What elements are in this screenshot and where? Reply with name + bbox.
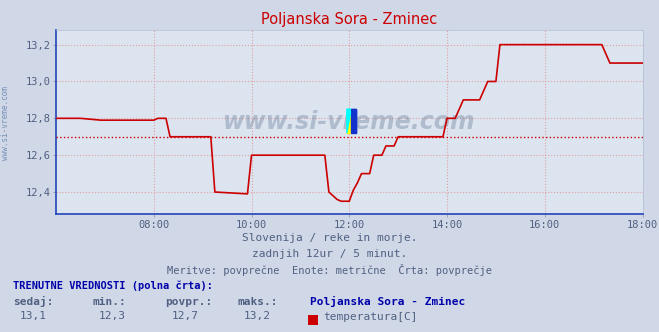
Text: www.si-vreme.com: www.si-vreme.com	[223, 110, 476, 134]
Text: temperatura[C]: temperatura[C]	[323, 312, 417, 322]
Text: TRENUTNE VREDNOSTI (polna črta):: TRENUTNE VREDNOSTI (polna črta):	[13, 280, 213, 291]
Text: sedaj:: sedaj:	[13, 296, 53, 307]
Bar	[347, 109, 351, 133]
Bar	[351, 109, 356, 133]
Text: Meritve: povprečne  Enote: metrične  Črta: povprečje: Meritve: povprečne Enote: metrične Črta:…	[167, 264, 492, 276]
Text: 12,7: 12,7	[171, 311, 198, 321]
Text: min.:: min.:	[92, 297, 126, 307]
Text: 13,2: 13,2	[244, 311, 271, 321]
Text: Poljanska Sora - Zminec: Poljanska Sora - Zminec	[310, 296, 465, 307]
Text: povpr.:: povpr.:	[165, 297, 212, 307]
Title: Poljanska Sora - Zminec: Poljanska Sora - Zminec	[261, 12, 438, 27]
Text: zadnjih 12ur / 5 minut.: zadnjih 12ur / 5 minut.	[252, 249, 407, 259]
Polygon shape	[347, 109, 351, 133]
Text: 12,3: 12,3	[99, 311, 126, 321]
Text: Slovenija / reke in morje.: Slovenija / reke in morje.	[242, 233, 417, 243]
Polygon shape	[351, 109, 356, 133]
Text: 13,1: 13,1	[20, 311, 47, 321]
Text: www.si-vreme.com: www.si-vreme.com	[1, 86, 10, 160]
Text: maks.:: maks.:	[237, 297, 277, 307]
